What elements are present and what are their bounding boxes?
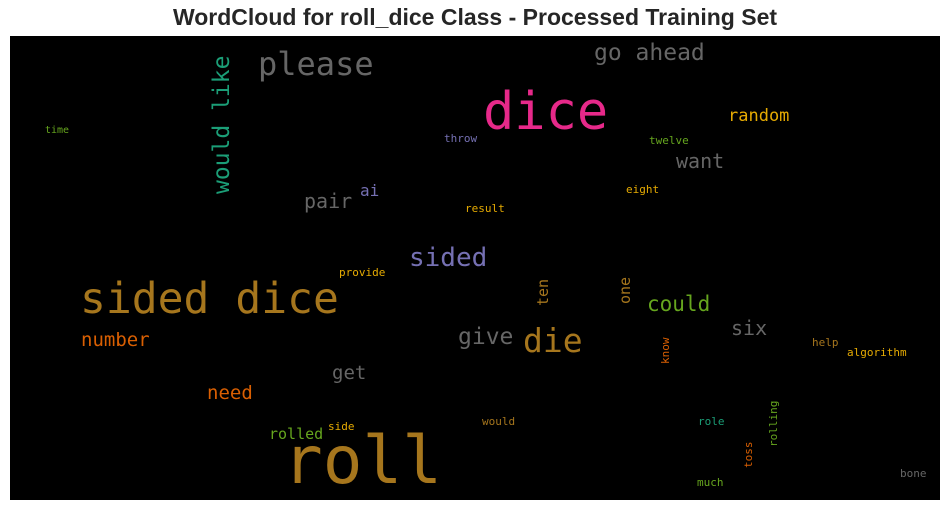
word-would-like: would like <box>209 55 235 194</box>
word-ai: ai <box>360 181 380 200</box>
word-toss: toss <box>742 441 755 469</box>
word-side: side <box>328 420 355 433</box>
word-throw: throw <box>444 132 478 145</box>
word-help: help <box>812 336 839 349</box>
word-need: need <box>207 382 253 404</box>
word-roll: roll <box>283 422 442 499</box>
word-eight: eight <box>626 183 660 196</box>
word-go-ahead: go ahead <box>594 40 705 66</box>
word-know: know <box>659 337 672 365</box>
word-provide: provide <box>339 266 386 279</box>
word-random: random <box>728 106 790 126</box>
word-result: result <box>465 202 505 215</box>
word-time: time <box>45 125 70 136</box>
figure-title: WordCloud for roll_dice Class - Processe… <box>172 4 778 30</box>
word-number: number <box>81 329 150 351</box>
word-six: six <box>731 316 768 340</box>
word-could: could <box>647 292 711 316</box>
word-sided-dice: sided dice <box>80 274 339 324</box>
wordcloud-canvas: dice roll sided dice please would like g… <box>10 36 940 500</box>
word-much: much <box>697 476 724 489</box>
word-pair: pair <box>304 189 353 213</box>
word-please: please <box>258 45 374 83</box>
word-sided: sided <box>409 243 488 273</box>
word-dice: dice <box>483 82 609 142</box>
word-die: die <box>523 321 583 360</box>
word-would: would <box>482 415 516 428</box>
word-one: one <box>616 276 634 304</box>
word-twelve: twelve <box>649 134 689 147</box>
word-give: give <box>458 324 514 350</box>
word-ten: ten <box>534 278 552 306</box>
word-role: role <box>698 415 725 428</box>
word-rolling: rolling <box>767 400 780 447</box>
word-get: get <box>332 362 367 384</box>
word-algorithm: algorithm <box>847 346 907 359</box>
word-want: want <box>676 149 725 173</box>
word-rolled: rolled <box>269 425 324 443</box>
word-bone: bone <box>900 467 927 480</box>
